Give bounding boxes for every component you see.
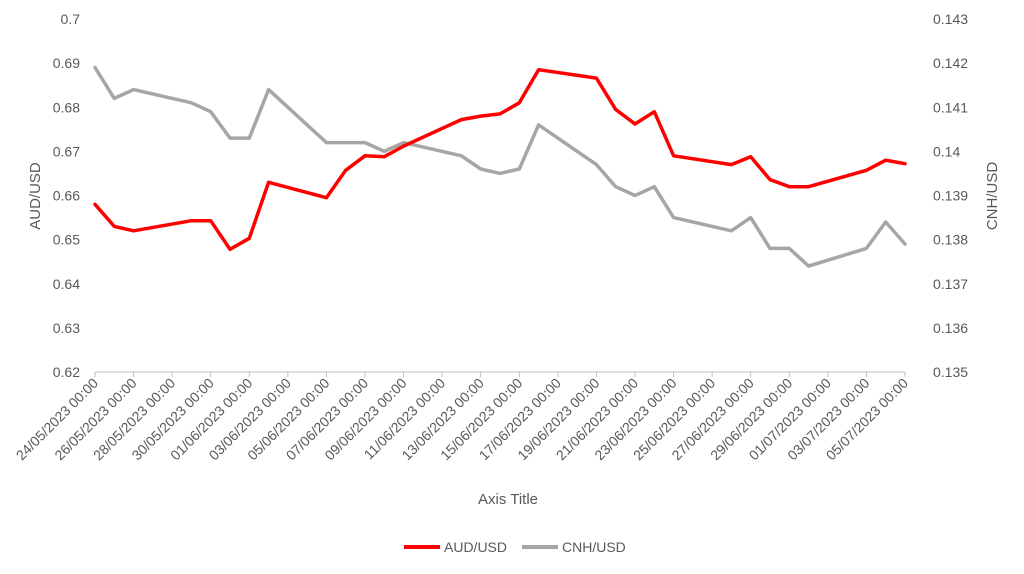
series-line-cnh-usd [93, 65, 907, 268]
y-tick-label-left: 0.67 [53, 143, 80, 159]
series-line-aud-usd [93, 67, 907, 252]
y-tick-label-right: 0.138 [933, 232, 968, 248]
y-tick-label-right: 0.143 [933, 11, 968, 27]
y-tick-label-right: 0.135 [933, 364, 968, 380]
y-tick-label-left: 0.69 [53, 55, 80, 71]
y-tick-label-left: 0.65 [53, 232, 80, 248]
y-tick-label-right: 0.141 [933, 99, 968, 115]
y-tick-label-left: 0.7 [61, 11, 81, 27]
y-tick-label-left: 0.64 [53, 276, 80, 292]
y-tick-label-left: 0.68 [53, 99, 80, 115]
y-tick-label-right: 0.139 [933, 188, 968, 204]
y-axis-title-left: AUD/USD [27, 162, 44, 230]
legend-label-cnh-usd: CNH/USD [562, 539, 626, 555]
y-tick-label-left: 0.62 [53, 364, 80, 380]
axes-group: 0.62 0.63 0.64 0.65 0.66 0.67 0.68 0.69 0.7 0.135… [13, 11, 969, 463]
y-tick-label-right: 0.137 [933, 276, 968, 292]
y-tick-label-right: 0.14 [933, 143, 960, 159]
y-axis-title-right: CNH/USD [984, 162, 1001, 231]
y-tick-label-right: 0.142 [933, 55, 968, 71]
series-group [93, 65, 907, 268]
legend-label-aud-usd: AUD/USD [444, 539, 507, 555]
y-tick-label-left: 0.66 [53, 188, 80, 204]
legend: AUD/USD CNH/USD [404, 539, 626, 555]
x-axis-title: Axis Title [478, 491, 538, 508]
y-tick-label-right: 0.136 [933, 320, 968, 336]
y-tick-label-left: 0.63 [53, 320, 80, 336]
